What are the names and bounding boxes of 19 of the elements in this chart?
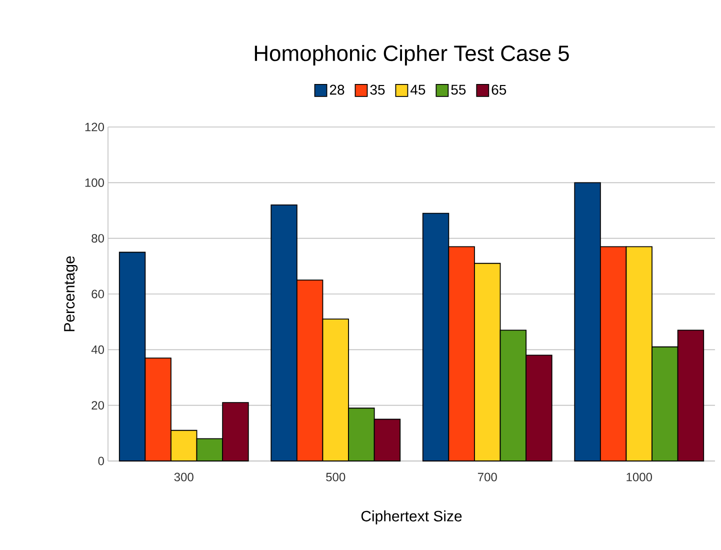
chart-title: Homophonic Cipher Test Case 5: [254, 44, 569, 66]
y-tick-label: 100: [85, 178, 104, 187]
y-tick-label: 20: [92, 401, 104, 410]
legend-label: 55: [451, 84, 466, 95]
legend-label: 65: [492, 84, 506, 95]
y-tick-label: 0: [98, 456, 104, 466]
x-tick-label: 700: [478, 472, 497, 482]
legend-label: 45: [410, 84, 426, 95]
y-tick-label: 120: [85, 122, 104, 132]
x-tick-label: 500: [326, 472, 346, 482]
legend-label: 35: [370, 84, 385, 95]
x-tick-label: 1000: [626, 472, 652, 482]
y-tick-label: 40: [91, 345, 104, 354]
y-tick-label: 60: [92, 290, 104, 298]
y-axis-title: Percentage: [64, 256, 78, 332]
x-axis-title: Ciphertext Size: [361, 510, 462, 524]
x-tick-label: 300: [174, 472, 194, 482]
y-tick-label: 80: [92, 234, 104, 243]
legend-label: 28: [330, 84, 344, 95]
